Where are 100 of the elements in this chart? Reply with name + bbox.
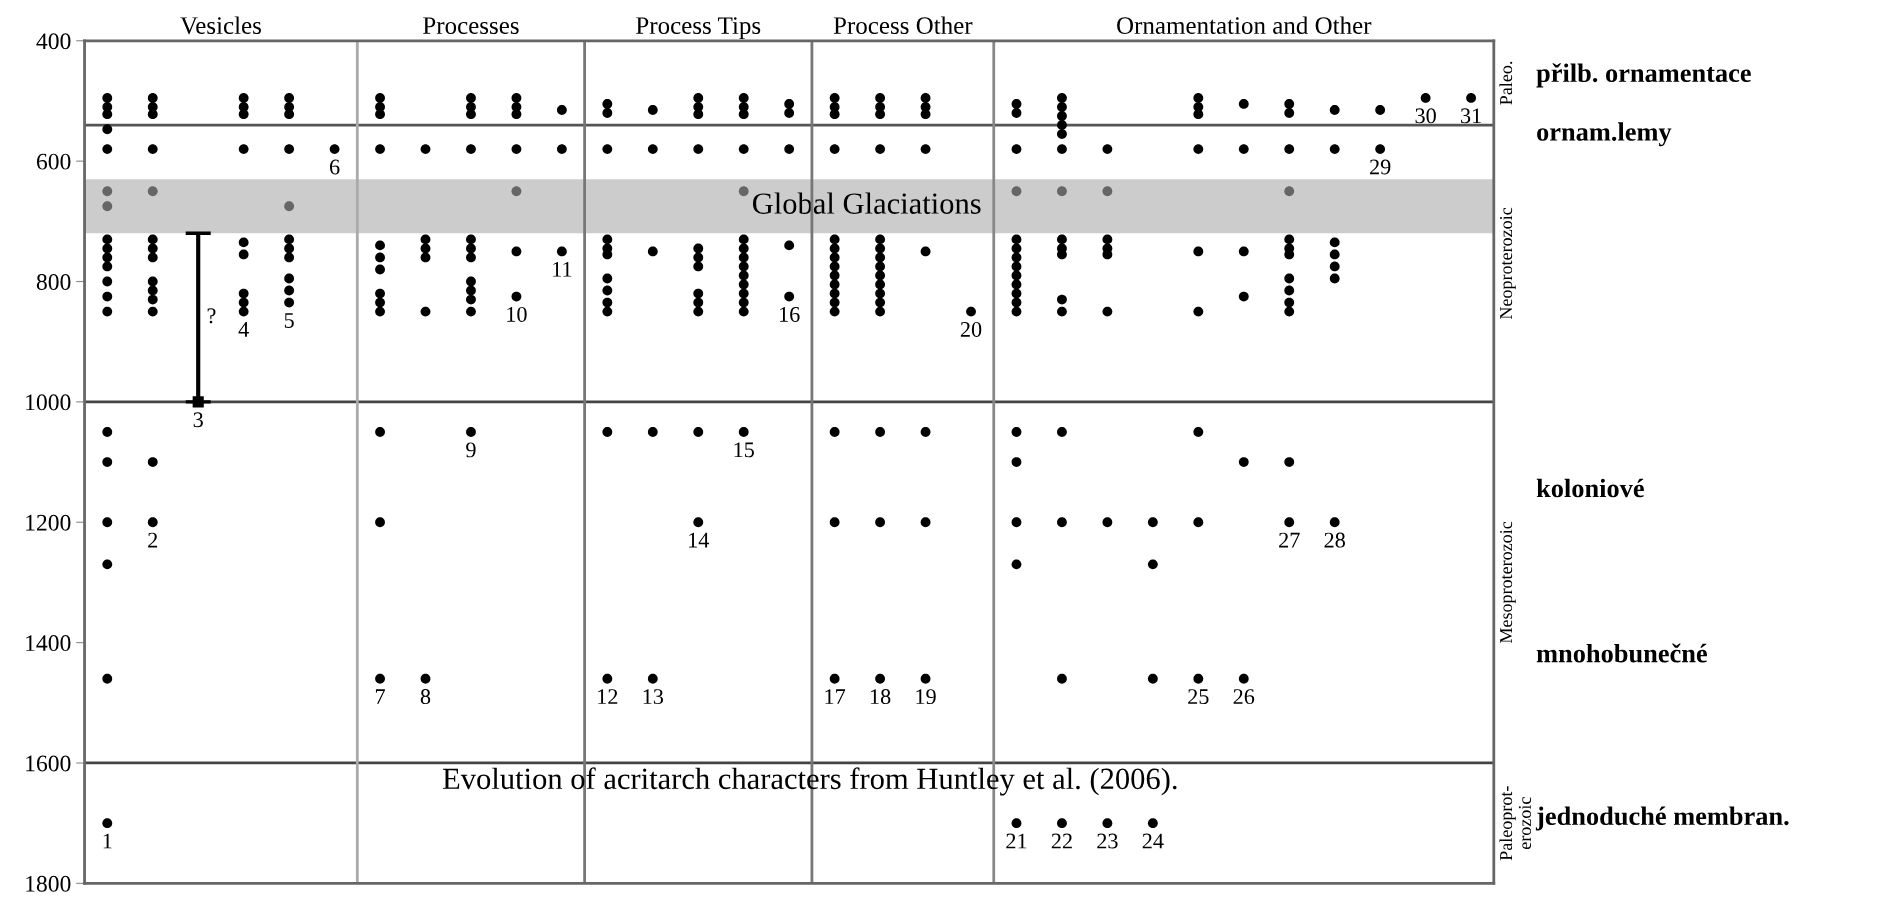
point <box>375 144 385 155</box>
point <box>102 124 113 135</box>
point <box>1057 673 1067 684</box>
point <box>1011 559 1022 570</box>
point <box>693 144 704 155</box>
point <box>420 306 431 317</box>
point <box>1147 673 1158 684</box>
y-tick-label: 600 <box>36 153 71 170</box>
point <box>284 234 295 245</box>
point <box>375 427 385 437</box>
point <box>1147 818 1158 829</box>
point <box>375 288 385 299</box>
point <box>602 297 613 308</box>
point <box>284 252 295 263</box>
point <box>1057 129 1067 139</box>
point <box>784 144 795 155</box>
point <box>1057 306 1067 317</box>
point <box>102 144 113 155</box>
point <box>1284 285 1295 296</box>
annotation: 15 <box>734 442 754 458</box>
point <box>511 109 522 120</box>
point <box>829 306 840 317</box>
point <box>920 427 931 437</box>
point <box>329 144 340 155</box>
point <box>1284 273 1295 284</box>
point <box>693 252 704 263</box>
point <box>284 243 295 254</box>
point <box>1238 144 1249 155</box>
point <box>875 673 886 684</box>
point <box>920 93 931 103</box>
point <box>1011 186 1022 197</box>
point <box>102 186 113 197</box>
point <box>1011 243 1022 254</box>
point <box>875 306 886 317</box>
point <box>602 427 613 437</box>
point <box>693 297 704 308</box>
point <box>602 99 613 109</box>
point <box>284 109 295 120</box>
annotation: 28 <box>1324 532 1345 548</box>
point <box>875 261 886 272</box>
point <box>1329 273 1340 284</box>
text: Evolution of acritarch characters from Huntley et al. (2006). <box>442 767 1177 796</box>
point <box>647 144 658 155</box>
point <box>738 252 749 263</box>
point <box>420 234 431 245</box>
point <box>375 673 385 684</box>
point <box>738 243 749 254</box>
annotation: 30 <box>1415 108 1436 124</box>
point <box>693 93 704 103</box>
point <box>920 109 931 120</box>
band-label: Global Glaciations <box>752 192 981 214</box>
annotation: 18 <box>870 689 891 705</box>
point <box>738 93 749 103</box>
text: Mesoproterozoic <box>1500 521 1516 644</box>
point <box>1011 457 1022 467</box>
point <box>647 427 658 437</box>
point <box>829 279 840 290</box>
point <box>511 93 522 103</box>
y-tick-label: 1800 <box>26 875 71 892</box>
point <box>511 186 522 197</box>
point <box>238 288 249 299</box>
point <box>920 517 931 528</box>
point <box>1011 818 1022 829</box>
annotation: 10 <box>507 306 527 322</box>
point <box>966 306 976 317</box>
point <box>238 249 249 260</box>
annotation: 14 <box>689 532 710 548</box>
point <box>466 285 476 296</box>
point <box>602 285 613 296</box>
point <box>738 144 749 155</box>
point <box>1284 457 1295 467</box>
point <box>829 243 840 254</box>
point <box>1147 517 1158 528</box>
point <box>1057 93 1067 103</box>
point <box>147 457 158 467</box>
point <box>1011 517 1022 528</box>
point <box>875 270 886 281</box>
annotation: 29 <box>1370 159 1391 175</box>
annotation: 11 <box>553 261 572 277</box>
point <box>693 243 704 254</box>
point <box>238 93 249 103</box>
point <box>1011 427 1022 437</box>
point <box>829 673 840 684</box>
annotation: 31 <box>1461 108 1481 124</box>
point <box>1193 427 1204 437</box>
point <box>284 201 295 212</box>
point <box>147 93 158 103</box>
point <box>920 246 931 257</box>
point <box>1011 270 1022 281</box>
point <box>556 105 567 115</box>
point <box>1102 306 1113 317</box>
point <box>147 285 158 296</box>
text: jednoduché membran. <box>1535 806 1789 831</box>
annotation: 1 <box>103 833 112 849</box>
point <box>602 144 613 155</box>
point <box>602 273 613 284</box>
annotation: 16 <box>780 306 800 322</box>
point <box>1238 673 1249 684</box>
point <box>147 306 158 317</box>
point <box>1284 306 1295 317</box>
